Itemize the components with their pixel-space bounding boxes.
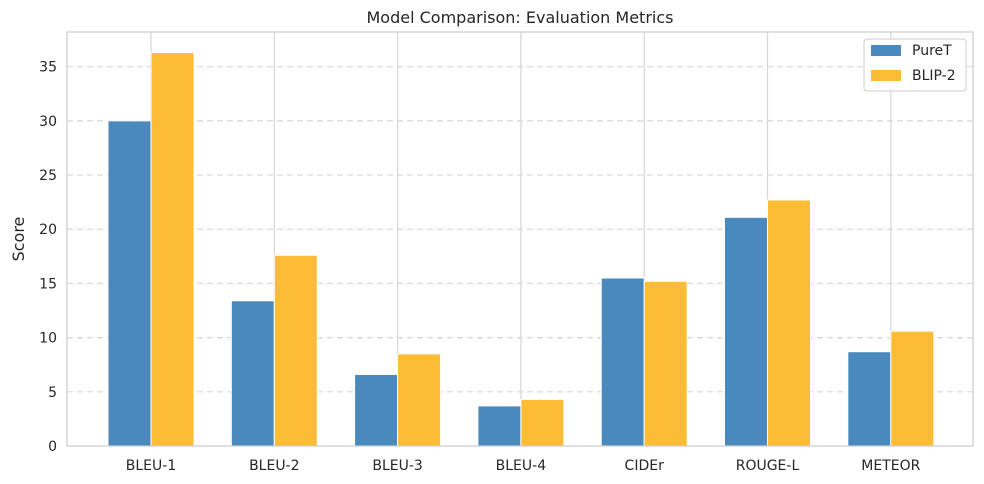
x-tick-label: BLEU-4 <box>496 458 547 474</box>
bar-puret-bleu1 <box>107 120 152 447</box>
y-tick-label: 10 <box>39 331 57 347</box>
y-tick-labels: 0 5 10 15 20 25 30 35 <box>39 60 57 455</box>
bar-blip2-bleu4 <box>520 398 565 447</box>
bar-blip2-bleu3 <box>397 353 442 447</box>
bar-puret-bleu4 <box>477 405 522 447</box>
legend: PureT BLIP-2 <box>863 38 967 92</box>
y-tick-label: 30 <box>39 114 57 130</box>
chart-title: Model Comparison: Evaluation Metrics <box>367 8 674 27</box>
bar-blip2-bleu2 <box>273 254 318 447</box>
x-tick-label: BLEU-1 <box>126 458 176 474</box>
y-tick-label: 35 <box>39 60 57 76</box>
plot-frame <box>66 31 974 447</box>
bar-blip2-cider <box>643 280 688 447</box>
x-tick-labels: BLEU-1 BLEU-2 BLEU-3 BLEU-4 CIDEr ROUGE-L METE… <box>126 458 921 474</box>
bar-blip2-rougel <box>767 199 811 447</box>
legend-swatch-puret <box>871 45 901 56</box>
x-tick-label: BLEU-2 <box>249 458 299 474</box>
x-tick-label: BLEU-3 <box>372 458 422 474</box>
legend-label-blip2: BLIP-2 <box>912 68 956 84</box>
bar-puret-cider <box>600 277 645 447</box>
x-tick-label: METEOR <box>861 458 920 474</box>
bar-blip2-meteor <box>890 330 935 447</box>
bars <box>107 52 935 447</box>
legend-label-puret: PureT <box>912 43 952 59</box>
y-tick-label: 15 <box>39 276 57 292</box>
bar-blip2-bleu1 <box>150 52 195 447</box>
grid-lines <box>67 32 973 446</box>
y-tick-label: 25 <box>39 168 57 184</box>
y-tick-label: 5 <box>48 385 57 401</box>
x-tick-label: CIDEr <box>625 458 665 474</box>
y-tick-label: 20 <box>39 222 57 238</box>
bar-puret-rougel <box>724 216 768 447</box>
legend-swatch-blip2 <box>871 70 901 81</box>
bar-puret-bleu2 <box>230 300 275 447</box>
x-tick-label: ROUGE-L <box>736 458 800 474</box>
y-axis-title: Score <box>9 217 28 262</box>
bar-puret-meteor <box>847 351 892 447</box>
bar-puret-bleu3 <box>354 373 399 447</box>
y-tick-label: 0 <box>48 439 57 455</box>
